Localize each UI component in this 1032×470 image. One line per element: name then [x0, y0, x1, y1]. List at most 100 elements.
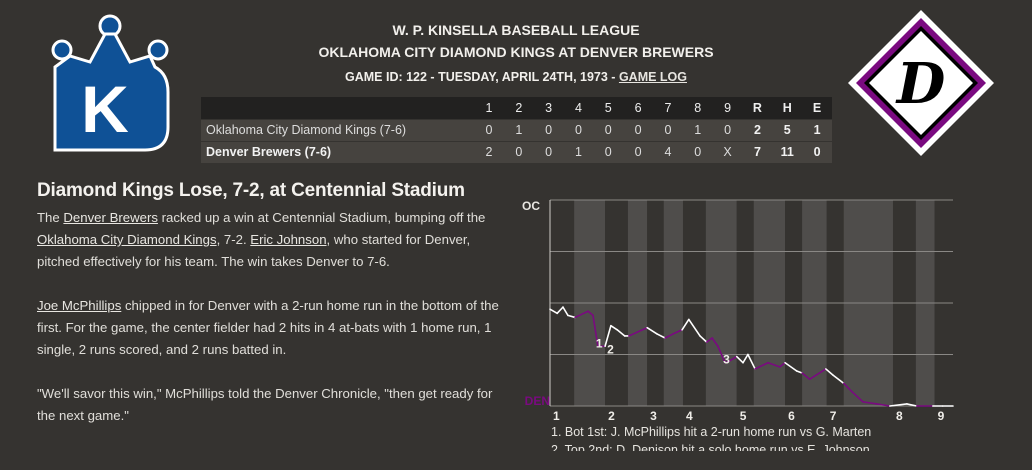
y-label-bottom: DEN: [525, 394, 550, 408]
inning-score: 0: [563, 118, 594, 141]
article-link[interactable]: Joe McPhillips: [37, 298, 122, 313]
inning-score: 1: [563, 140, 594, 163]
errors-total: 0: [802, 140, 832, 163]
inning-score: 0: [503, 140, 534, 163]
game-info: GAME ID: 122 - TUESDAY, APRIL 24TH, 1973…: [200, 70, 832, 84]
article-paragraph: The Denver Brewers racked up a win at Ce…: [37, 207, 512, 273]
win-probability-segment: [825, 368, 834, 376]
win-probability-segment: [672, 328, 683, 335]
inning-score: 0: [623, 140, 654, 163]
home-team-row: Denver Brewers (7-6) 2 0 0 1 0 0 4 0 X 7 11 0: [201, 140, 832, 163]
col-header: 6: [623, 97, 654, 119]
win-probability-segment: [767, 361, 781, 368]
inning-label: 8: [896, 409, 903, 423]
col-header-hits: H: [772, 97, 803, 119]
inning-score: 0: [533, 140, 564, 163]
team-col-header: [201, 97, 475, 119]
col-header: 8: [682, 97, 713, 119]
inning-label: 3: [650, 409, 657, 423]
inning-score: 0: [593, 140, 624, 163]
chart-annotation: 2: [607, 342, 614, 356]
win-probability-segment: [646, 326, 658, 335]
inning-score: 4: [653, 140, 683, 163]
inning-score: 0: [653, 118, 683, 141]
article-link[interactable]: Eric Johnson: [250, 232, 327, 247]
article-text: chipped in for Denver with a 2-run home …: [37, 298, 499, 357]
win-probability-segment: [724, 359, 731, 364]
win-probability-segment: [808, 368, 827, 381]
article-paragraph: "We'll savor this win," McPhillips told …: [37, 383, 512, 427]
win-probability-segment: [574, 310, 589, 319]
win-probability-segment: [832, 374, 845, 385]
article-link[interactable]: Denver Brewers: [63, 210, 158, 225]
col-header: 3: [533, 97, 564, 119]
win-probability-segment: [729, 355, 738, 362]
inning-label: 7: [830, 409, 837, 423]
inning-label: 9: [938, 409, 945, 423]
win-probability-segment: [688, 318, 701, 337]
article-text: The: [37, 210, 64, 225]
diamond-kings-logo: K: [51, 14, 170, 152]
chart-notes: 1. Bot 1st: J. McPhillips hit a 2-run ho…: [551, 423, 971, 451]
win-probability-segment: [556, 306, 564, 315]
win-probability-segment: [795, 370, 803, 374]
inning-score: 1: [682, 118, 713, 141]
col-header: 4: [563, 97, 594, 119]
matchup-title: OKLAHOMA CITY DIAMOND KINGS AT DENVER BR…: [318, 44, 714, 60]
team-name: Denver Brewers (7-6): [201, 140, 475, 163]
inning-score: 0: [593, 118, 624, 141]
inning-score: 0: [682, 140, 713, 163]
win-probability-segment: [664, 333, 674, 339]
win-probability-segment: [851, 390, 864, 403]
linescore-header: 1 2 3 4 5 6 7 8 9 R H E: [201, 97, 832, 119]
denver-brewers-logo: D: [848, 10, 994, 156]
win-probability-segment: [592, 314, 599, 348]
chart-note: 2. Top 2nd: D. Denison hit a solo home r…: [551, 443, 870, 451]
article-text: "We'll savor this win," McPhillips told …: [37, 386, 493, 423]
chart-annotation: 3: [723, 353, 730, 367]
inning-score: 2: [474, 140, 504, 163]
win-probability-segment: [699, 335, 708, 343]
win-probability-segment: [876, 403, 891, 407]
inning-score: 0: [474, 118, 504, 141]
article-text: racked up a win at Centennial Stadium, b…: [157, 210, 486, 225]
win-probability-segment: [742, 353, 749, 364]
game-log-link[interactable]: GAME LOG: [618, 70, 687, 84]
inning-score: 1: [503, 118, 534, 141]
inning-score: X: [712, 140, 743, 163]
inning-score: 0: [712, 118, 743, 141]
win-probability-segment: [705, 337, 713, 343]
col-header: 5: [593, 97, 624, 119]
article-text: , 7-2.: [216, 232, 251, 247]
win-probability-segment: [906, 403, 918, 407]
chart-note: 1. Bot 1st: J. McPhillips hit a 2-run ho…: [551, 425, 872, 439]
article-link[interactable]: Oklahoma City Diamond Kings: [37, 232, 217, 247]
win-probability-segment: [628, 326, 648, 337]
win-probability-segment: [778, 361, 786, 368]
win-probability-segment: [717, 345, 726, 364]
col-header-runs: R: [742, 97, 773, 119]
article-text: , who started for Denver, pitched effect…: [37, 232, 471, 269]
win-probability-segment: [549, 308, 558, 315]
svg-text:D: D: [895, 51, 946, 117]
win-probability-segment: [784, 361, 798, 372]
hits-total: 5: [772, 118, 803, 141]
svg-text:K: K: [81, 72, 129, 146]
win-probability-segment: [842, 382, 853, 393]
win-probability-segment: [562, 306, 569, 317]
away-team-row: Oklahoma City Diamond Kings (7-6) 0 1 0 0 0 0 0…: [201, 118, 832, 141]
runs-total: 2: [742, 118, 773, 141]
team-name: Oklahoma City Diamond Kings (7-6): [201, 118, 475, 141]
win-probability-segment: [754, 361, 769, 370]
article-paragraph: Joe McPhillips chipped in for Denver wit…: [37, 295, 512, 361]
win-probability-segment: [711, 337, 719, 348]
win-probability-segment: [604, 324, 612, 348]
inning-score: 0: [533, 118, 564, 141]
col-header: 9: [712, 97, 743, 119]
col-header: 2: [503, 97, 534, 119]
runs-total: 7: [742, 140, 773, 163]
win-probability-segment: [587, 310, 594, 317]
col-header: 7: [653, 97, 683, 119]
col-header: 1: [474, 97, 504, 119]
